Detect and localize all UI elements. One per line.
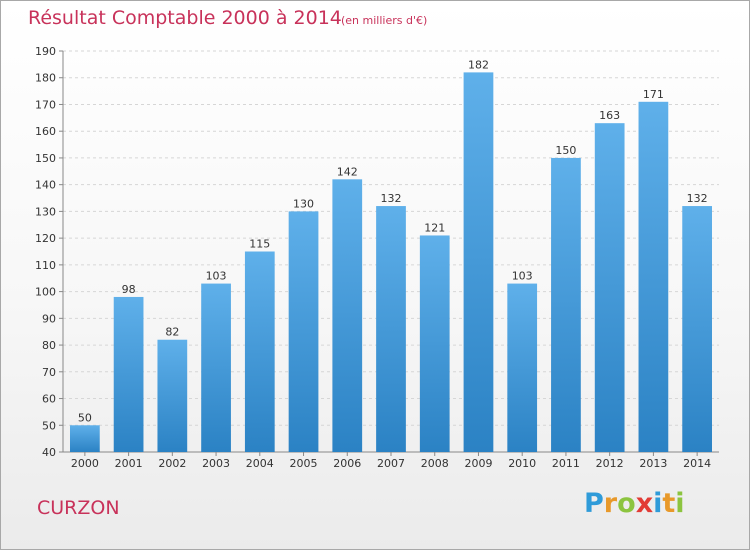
bar-2008 xyxy=(419,235,450,452)
bar-2009 xyxy=(463,72,494,453)
x-tick-label: 2007 xyxy=(377,457,405,470)
bar-2011 xyxy=(551,157,581,452)
x-tick-label: 2011 xyxy=(552,457,580,470)
logo-letter: P xyxy=(584,488,604,519)
bar-2014 xyxy=(682,206,713,452)
bar-2001 xyxy=(113,296,144,452)
y-tick-label: 50 xyxy=(42,419,56,432)
value-labels: 50 98 82 103 115 130 142 132 121 182 103 150 163 171 1… xyxy=(78,58,708,424)
value-label-2006: 142 xyxy=(337,165,358,178)
x-tick-label: 2003 xyxy=(202,457,230,470)
chart-subtitle: (en milliers d'€) xyxy=(341,14,428,27)
y-tick-label: 90 xyxy=(42,312,56,325)
value-label-2014: 132 xyxy=(687,192,708,205)
value-label-2009: 182 xyxy=(468,58,489,71)
bar-2007 xyxy=(376,206,406,452)
value-label-2008: 121 xyxy=(424,221,445,234)
commune-name: CURZON xyxy=(37,497,120,519)
bar-2003 xyxy=(201,283,231,452)
x-tick-label: 2005 xyxy=(290,457,318,470)
bar-2004 xyxy=(244,251,275,452)
logo-letter: x xyxy=(635,488,654,519)
value-label-2012: 163 xyxy=(599,109,620,122)
bar-2005 xyxy=(288,211,319,452)
value-label-2004: 115 xyxy=(249,238,270,251)
logo-letter: i xyxy=(653,488,663,519)
x-tick-label: 2002 xyxy=(158,457,186,470)
value-label-2013: 171 xyxy=(643,88,664,101)
x-tick-label: 2000 xyxy=(71,457,99,470)
value-label-2002: 82 xyxy=(165,326,179,339)
bar-2000 xyxy=(69,425,100,452)
bar-2013 xyxy=(638,101,669,452)
value-label-2010: 103 xyxy=(512,270,533,283)
y-tick-label: 130 xyxy=(35,205,56,218)
y-tick-label: 100 xyxy=(35,286,56,299)
logo-letter: o xyxy=(617,488,636,519)
x-tick-label: 2006 xyxy=(333,457,361,470)
value-label-2005: 130 xyxy=(293,197,314,210)
logo-letter: r xyxy=(603,488,618,519)
x-tick-label: 2008 xyxy=(421,457,449,470)
bar-2002 xyxy=(157,339,188,452)
y-tick-label: 80 xyxy=(42,339,56,352)
value-label-2007: 132 xyxy=(381,192,402,205)
bars xyxy=(69,72,713,453)
proxiti-logo[interactable]: Proxiti xyxy=(584,488,685,519)
value-label-2000: 50 xyxy=(78,411,92,424)
value-label-2003: 103 xyxy=(206,270,227,283)
y-tick-label: 170 xyxy=(35,98,56,111)
value-label-2011: 150 xyxy=(555,144,576,157)
x-tick-label: 2013 xyxy=(639,457,667,470)
bar-2006 xyxy=(332,179,363,452)
y-tick-label: 140 xyxy=(35,179,56,192)
y-tick-label: 40 xyxy=(42,446,56,459)
x-tick-label: 2001 xyxy=(115,457,143,470)
x-tick-label: 2012 xyxy=(596,457,624,470)
y-tick-label: 160 xyxy=(35,125,56,138)
y-tick-label: 180 xyxy=(35,72,56,85)
y-tick-label: 190 xyxy=(35,45,56,58)
chart-title: Résultat Comptable 2000 à 2014 xyxy=(28,7,342,29)
x-tick-label: 2014 xyxy=(683,457,711,470)
bar-2012 xyxy=(594,123,625,453)
y-tick-label: 110 xyxy=(35,259,56,272)
x-tick-label: 2010 xyxy=(508,457,536,470)
value-label-2001: 98 xyxy=(122,283,136,296)
x-tick-label: 2009 xyxy=(464,457,492,470)
y-tick-label: 120 xyxy=(35,232,56,245)
logo-letter: i xyxy=(675,488,685,519)
x-tick-label: 2004 xyxy=(246,457,274,470)
y-tick-label: 70 xyxy=(42,366,56,379)
bar-2010 xyxy=(507,283,538,452)
logo-letter: t xyxy=(662,488,676,519)
y-tick-label: 60 xyxy=(42,393,56,406)
axes: 40 50 60 70 80 90 100 110 120 130 140 150 160 170 180 1… xyxy=(35,45,719,470)
y-tick-label: 150 xyxy=(35,152,56,165)
